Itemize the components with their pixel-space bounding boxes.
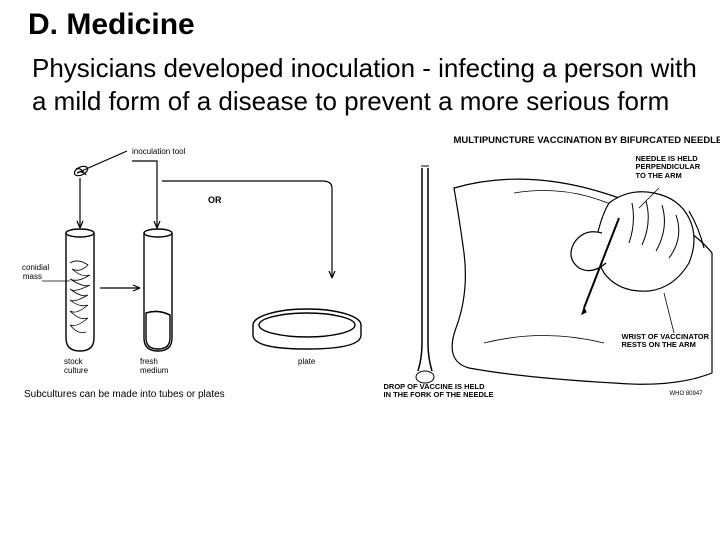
left-diagram: inoculation tool OR conidial mass stock … [22,133,374,403]
inoculation-diagram-svg [22,133,372,393]
label-needle-perpendicular: NEEDLE IS HELD PERPENDICULAR TO THE ARM [636,155,701,180]
right-diagram-title: MULTIPUNCTURE VACCINATION BY BIFURCATED … [454,135,720,146]
label-inoculation-tool: inoculation tool [132,147,185,156]
slide-title: D. Medicine [28,8,698,42]
label-stock-culture: stock culture [64,357,88,375]
right-diagram: MULTIPUNCTURE VACCINATION BY BIFURCATED … [374,133,714,403]
label-conidial-mass: conidial mass [22,263,42,281]
label-wrist: WRIST OF VACCINATOR RESTS ON THE ARM [622,333,710,350]
label-fresh-medium: fresh medium [140,357,168,375]
figures-row: inoculation tool OR conidial mass stock … [22,133,698,403]
label-who-id: WHO 80947 [670,391,703,397]
label-or: OR [208,195,222,205]
label-drop: DROP OF VACCINE IS HELD IN THE FORK OF T… [384,383,494,400]
left-diagram-caption: Subcultures can be made into tubes or pl… [24,389,225,400]
body-paragraph: Physicians developed inoculation - infec… [32,52,698,117]
label-plate: plate [298,357,315,366]
slide: D. Medicine Physicians developed inocula… [0,0,720,540]
